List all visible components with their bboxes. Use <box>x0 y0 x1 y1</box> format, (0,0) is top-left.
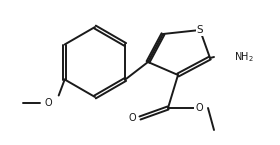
Text: O: O <box>195 103 203 113</box>
Text: NH$_2$: NH$_2$ <box>234 50 254 64</box>
Text: S: S <box>197 25 203 35</box>
Text: O: O <box>44 98 52 108</box>
Text: O: O <box>128 113 136 123</box>
